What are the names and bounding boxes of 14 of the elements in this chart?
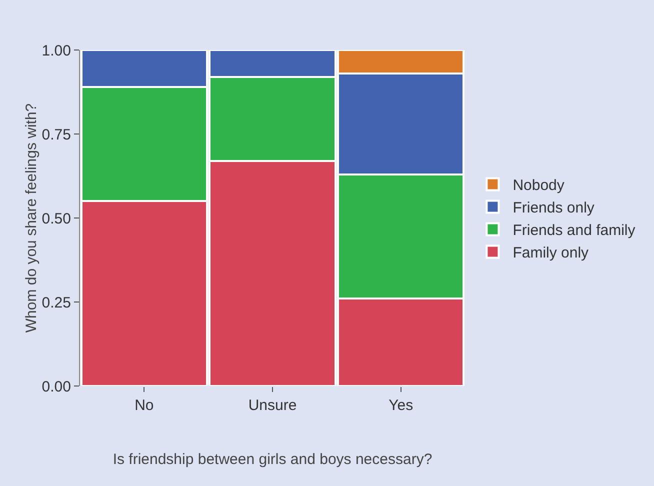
legend-label: Friends only <box>512 200 595 217</box>
y-tick-label: 0.50 <box>42 210 71 228</box>
legend-label: Nobody <box>512 177 565 194</box>
y-tick-label: 0.25 <box>42 294 71 312</box>
legend-label: Family only <box>512 244 590 262</box>
x-tick-label: Unsure <box>248 397 297 414</box>
y-axis-title: Whom do you share feelings with? <box>22 103 40 333</box>
x-axis-title: Is friendship between girls and boys necessary? <box>112 451 432 468</box>
x-tick-label: Yes <box>388 397 414 414</box>
legend-label: Friends and family <box>512 222 636 240</box>
y-tick-label: 0.75 <box>42 126 71 144</box>
y-tick-label: 1.00 <box>42 42 71 60</box>
y-tick-label: 0.00 <box>42 378 71 396</box>
x-tick-label: No <box>134 397 154 414</box>
